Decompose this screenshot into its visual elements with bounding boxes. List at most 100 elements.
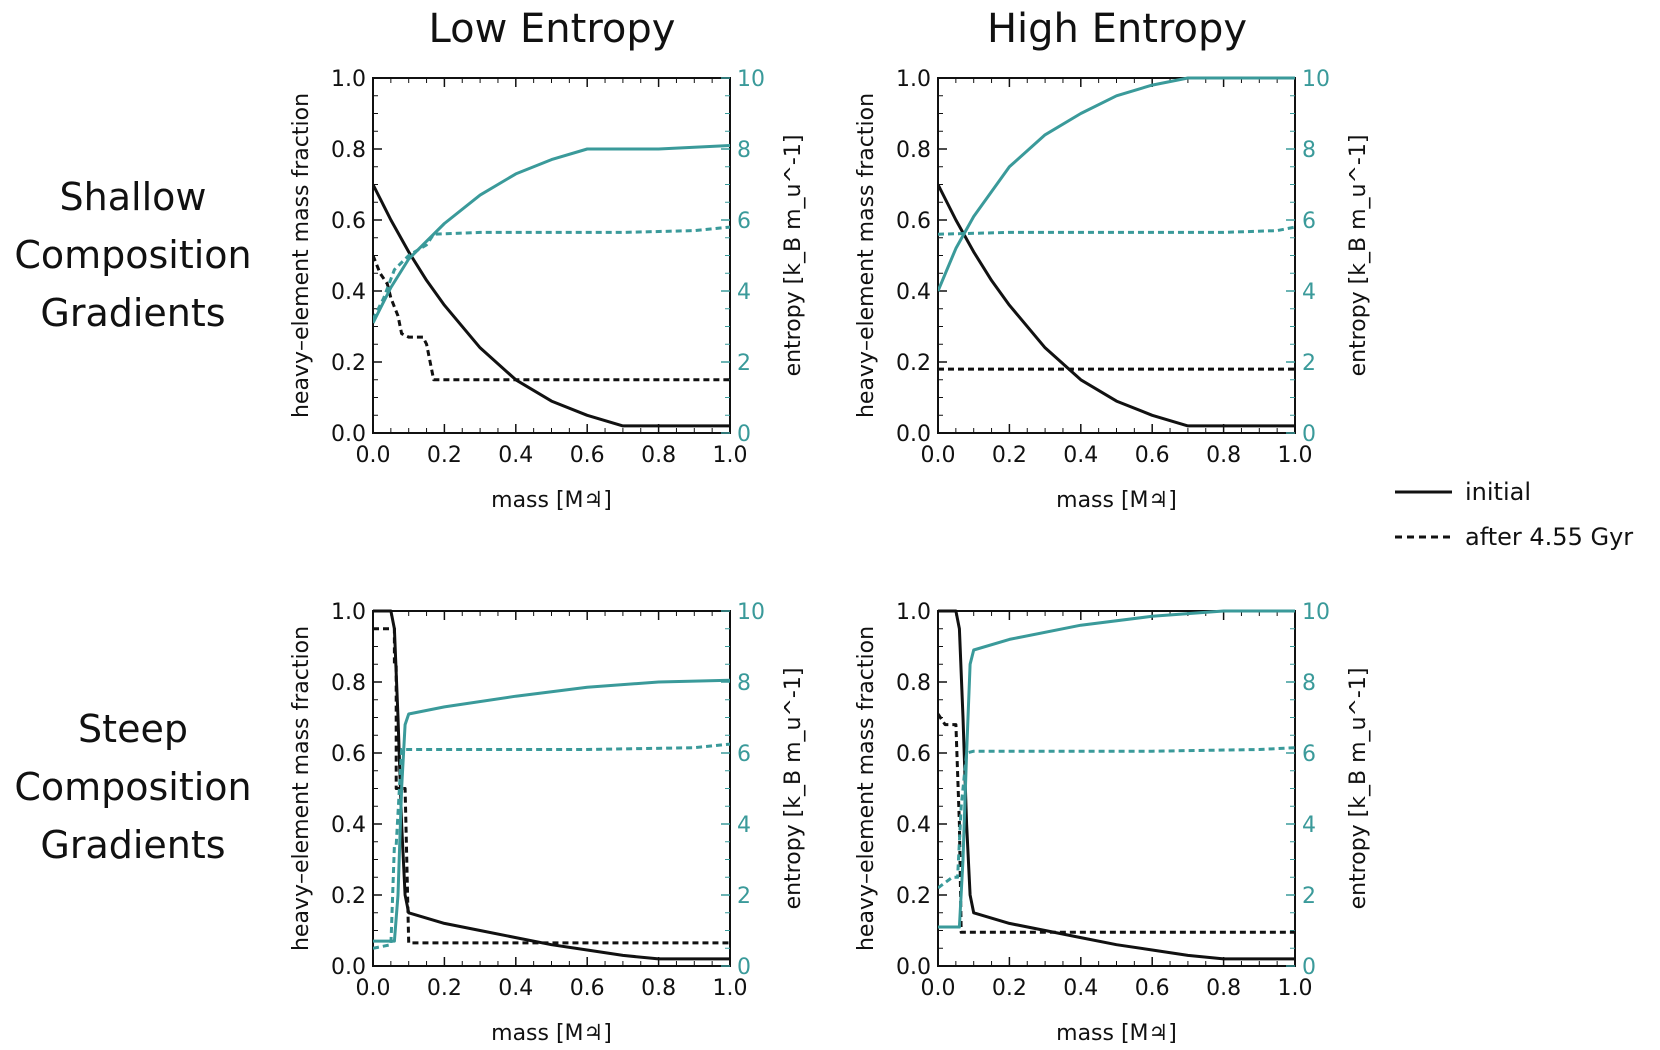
y-right-tick-label: 2 xyxy=(737,351,751,376)
y-right-tick-label: 6 xyxy=(1302,742,1316,767)
entropy-after-line xyxy=(938,225,1295,236)
y-left-tick-label: 1.0 xyxy=(896,600,931,625)
x-tick-label: 0.4 xyxy=(498,976,533,1001)
legend: initial after 4.55 Gyr xyxy=(1395,478,1633,551)
legend-initial-label: initial xyxy=(1465,478,1531,506)
y-right-tick-label: 4 xyxy=(1302,280,1316,305)
y-right-tick-label: 4 xyxy=(737,280,751,305)
composition-after-line xyxy=(938,713,1295,934)
x-tick-label: 1.0 xyxy=(1278,443,1313,468)
y-left-tick-label: 0.8 xyxy=(896,138,931,163)
y-left-tick-label: 0.2 xyxy=(896,351,931,376)
y-left-tick-label: 0.4 xyxy=(331,813,366,838)
y-right-tick-label: 8 xyxy=(737,671,751,696)
y-left-tick-label: 0.0 xyxy=(896,955,931,980)
y-left-tick-label: 1.0 xyxy=(896,67,931,92)
y-left-tick-label: 0.4 xyxy=(331,280,366,305)
entropy-initial-line xyxy=(373,678,730,943)
panels: 0.0 0.2 0.4 0.6 0.8 1.00.00.20.40.60.81.00246… xyxy=(289,67,1371,1046)
entropy-initial-line xyxy=(938,609,1295,929)
y-right-tick-label: 8 xyxy=(737,138,751,163)
entropy-initial-line xyxy=(373,144,730,324)
y-right-tick-label: 10 xyxy=(737,600,765,625)
y-right-tick-label: 0 xyxy=(737,422,751,447)
y-left-tick-label: 0.8 xyxy=(331,138,366,163)
y-right-tick-label: 0 xyxy=(1302,422,1316,447)
row-title-steep-line-2: Composition xyxy=(14,765,251,809)
plot-frame xyxy=(372,610,731,967)
composition-after-line xyxy=(373,254,730,382)
y-right-axis-label: entropy [k_B m_u^-1] xyxy=(1346,135,1371,377)
composition-initial-line xyxy=(373,609,730,961)
y-right-tick-label: 8 xyxy=(1302,138,1316,163)
composition-initial-line xyxy=(938,609,1295,961)
x-tick-label: 0.2 xyxy=(427,976,462,1001)
x-tick-label: 0.6 xyxy=(1135,976,1170,1001)
x-tick-label: 0.6 xyxy=(1135,443,1170,468)
x-tick-label: 1.0 xyxy=(1278,976,1313,1001)
row-title-shallow-line-1: Shallow xyxy=(60,175,207,219)
plot-frame xyxy=(937,77,1296,434)
x-tick-label: 0.0 xyxy=(356,443,391,468)
y-left-axis-label: heavy–element mass fraction xyxy=(854,626,879,951)
composition-after-line xyxy=(373,627,730,945)
x-tick-label: 0.8 xyxy=(641,976,676,1001)
entropy-initial-line xyxy=(938,76,1295,292)
y-left-tick-label: 0.4 xyxy=(896,280,931,305)
y-left-tick-label: 0.6 xyxy=(331,209,366,234)
x-tick-label: 0.2 xyxy=(427,443,462,468)
y-left-axis-label: heavy–element mass fraction xyxy=(289,93,314,418)
y-left-axis-label: heavy–element mass fraction xyxy=(289,626,314,951)
y-left-axis-label: heavy–element mass fraction xyxy=(854,93,879,418)
y-left-tick-label: 0.6 xyxy=(331,742,366,767)
y-right-tick-label: 6 xyxy=(737,742,751,767)
x-tick-label: 1.0 xyxy=(713,443,748,468)
panel-high-entropy-steep: 0.0 0.2 0.4 0.6 0.8 1.00.00.20.40.60.81.00246… xyxy=(854,600,1371,1046)
y-right-tick-label: 6 xyxy=(1302,209,1316,234)
y-left-tick-label: 0.2 xyxy=(896,884,931,909)
row-title-steep-line-1: Steep xyxy=(78,707,188,751)
y-left-tick-label: 0.8 xyxy=(331,671,366,696)
y-right-axis-label: entropy [k_B m_u^-1] xyxy=(1346,668,1371,910)
y-right-axis-label: entropy [k_B m_u^-1] xyxy=(781,668,806,910)
y-right-tick-label: 2 xyxy=(737,884,751,909)
y-right-tick-label: 0 xyxy=(1302,955,1316,980)
panel-low-entropy-shallow: 0.0 0.2 0.4 0.6 0.8 1.00.00.20.40.60.81.00246… xyxy=(289,67,806,513)
col-title-low-entropy: Low Entropy xyxy=(429,6,676,52)
y-left-tick-label: 1.0 xyxy=(331,600,366,625)
x-tick-label: 0.6 xyxy=(570,976,605,1001)
x-tick-label: 0.8 xyxy=(641,443,676,468)
x-tick-label: 0.8 xyxy=(1206,443,1241,468)
x-tick-label: 0.2 xyxy=(992,976,1027,1001)
y-left-tick-label: 0.0 xyxy=(896,422,931,447)
y-right-tick-label: 4 xyxy=(737,813,751,838)
x-tick-label: 0.0 xyxy=(921,443,956,468)
x-tick-label: 0.4 xyxy=(498,443,533,468)
x-tick-label: 0.8 xyxy=(1206,976,1241,1001)
x-tick-label: 0.0 xyxy=(921,976,956,1001)
x-axis-label: mass [M♃] xyxy=(1056,488,1177,513)
y-left-tick-label: 0.4 xyxy=(896,813,931,838)
x-axis-label: mass [M♃] xyxy=(1056,1021,1177,1046)
x-tick-label: 0.0 xyxy=(356,976,391,1001)
panel-low-entropy-steep: 0.0 0.2 0.4 0.6 0.8 1.00.00.20.40.60.81.00246… xyxy=(289,600,806,1046)
x-tick-label: 0.4 xyxy=(1063,976,1098,1001)
entropy-after-line xyxy=(373,742,730,950)
y-right-tick-label: 6 xyxy=(737,209,751,234)
y-right-tick-label: 0 xyxy=(737,955,751,980)
y-left-tick-label: 0.0 xyxy=(331,955,366,980)
y-left-tick-label: 0.6 xyxy=(896,742,931,767)
y-right-tick-label: 10 xyxy=(1302,600,1330,625)
y-right-axis-label: entropy [k_B m_u^-1] xyxy=(781,135,806,377)
row-title-steep-line-3: Gradients xyxy=(40,823,225,867)
y-left-tick-label: 0.6 xyxy=(896,209,931,234)
x-axis-label: mass [M♃] xyxy=(491,488,612,513)
legend-after-label: after 4.55 Gyr xyxy=(1465,523,1633,551)
x-tick-label: 1.0 xyxy=(713,976,748,1001)
y-right-tick-label: 10 xyxy=(1302,67,1330,92)
x-tick-label: 0.4 xyxy=(1063,443,1098,468)
y-left-tick-label: 1.0 xyxy=(331,67,366,92)
y-left-tick-label: 0.8 xyxy=(896,671,931,696)
x-tick-label: 0.6 xyxy=(570,443,605,468)
